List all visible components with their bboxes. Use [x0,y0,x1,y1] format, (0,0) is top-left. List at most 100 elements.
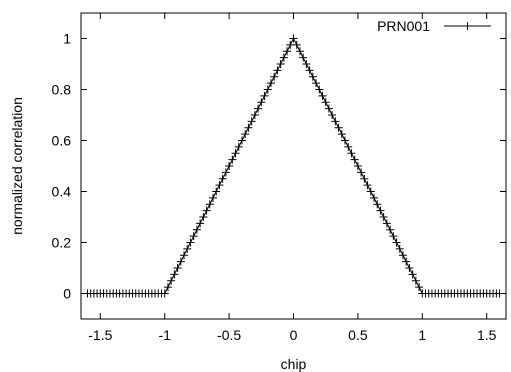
data-point-marker [395,244,404,253]
data-point-marker [386,225,395,234]
y-axis: 0 0.2 0.4 0.6 0.8 1 [52,31,506,302]
series-layer [83,34,504,298]
x-tick-label: 1 [418,327,426,343]
data-point-marker [295,47,304,56]
x-tick-label: -0.5 [217,327,241,343]
data-point-marker [250,111,259,119]
data-point-marker [234,142,243,151]
data-point-marker [163,283,172,292]
data-point-marker [357,168,366,177]
y-tick-label: 0.6 [52,133,72,149]
data-point-marker [315,85,324,94]
y-tick-label: 0.4 [52,184,72,200]
y-tick-label: 0.8 [52,82,72,98]
data-point-marker [318,91,327,100]
x-axis: -1.5 -1 -0.5 0 0.5 1 1.5 [88,13,497,343]
y-tick-label: 0 [63,286,71,302]
data-point-marker [241,130,250,139]
data-point-marker [382,219,391,228]
plot-border [80,12,507,320]
data-point-marker [292,40,301,49]
data-point-marker [196,219,205,228]
data-point-marker [247,117,256,126]
x-axis-title: chip [281,356,307,372]
legend: PRN001 [377,18,491,34]
data-point-marker [308,72,317,81]
data-point-marker [373,200,382,209]
x-tick-label: 0 [290,327,298,343]
data-point-marker [270,72,279,81]
data-point-marker [276,60,285,68]
x-tick-label: 0.5 [348,327,368,343]
data-point-marker [237,136,246,145]
data-point-marker [366,187,375,196]
data-point-marker [176,257,185,266]
x-tick-label: -1 [158,327,171,343]
data-point-marker [302,60,311,68]
data-point-marker [202,206,211,215]
x-tick-label: -1.5 [88,327,112,343]
data-point-marker [244,123,253,132]
data-point-marker [257,98,266,107]
y-axis-title: normalized correlation [9,97,25,235]
data-point-marker [495,289,504,298]
data-point-marker [299,53,308,62]
data-point-marker [415,283,424,292]
data-point-marker [192,225,201,234]
data-point-marker [183,244,192,253]
data-point-marker [376,206,385,215]
data-point-marker [266,79,275,88]
data-point-marker [369,193,378,202]
data-point-marker [411,276,420,285]
data-point-marker [405,264,414,272]
y-tick-label: 1 [63,31,71,47]
data-point-marker [347,149,356,158]
data-point-marker [205,200,214,209]
series-line [87,37,500,294]
data-point-marker [279,53,288,62]
y-tick-label: 0.2 [52,235,72,251]
data-point-marker [221,168,230,177]
data-point-marker [353,162,362,170]
data-point-marker [209,193,218,202]
data-point-marker [225,162,234,170]
data-point-marker [254,104,263,113]
data-point-marker [160,289,169,298]
plot-frame [80,12,507,320]
data-point-marker [212,187,221,196]
data-point-marker [186,238,195,247]
data-point-marker [379,213,388,221]
data-point-marker [341,136,350,145]
data-point-marker [344,142,353,151]
data-point-marker [260,91,269,100]
data-point-marker [305,66,314,75]
data-point-marker [312,79,321,88]
data-point-marker [360,174,369,183]
data-point-marker [218,174,227,183]
data-point-marker [228,155,237,164]
data-point-marker [328,111,337,119]
data-point-marker [283,47,292,56]
data-point-marker [199,213,208,221]
data-point-marker [215,181,224,190]
data-point-marker [350,155,359,164]
data-point-marker [389,232,398,241]
data-point-marker [273,66,282,75]
data-point-marker [402,257,411,266]
data-point-marker [231,149,240,158]
legend-label: PRN001 [377,18,430,34]
data-point-marker [324,104,333,113]
data-point-marker [180,251,189,260]
x-tick-label: 1.5 [477,327,497,343]
legend-marker-sample [463,22,472,30]
data-point-marker [337,130,346,139]
data-point-marker [398,251,407,260]
data-point-marker [289,34,298,43]
data-point-marker [167,276,176,285]
data-point-marker [321,98,330,107]
data-point-marker [263,85,272,94]
data-point-marker [170,270,179,279]
data-point-marker [173,264,182,272]
data-point-marker [408,270,417,279]
